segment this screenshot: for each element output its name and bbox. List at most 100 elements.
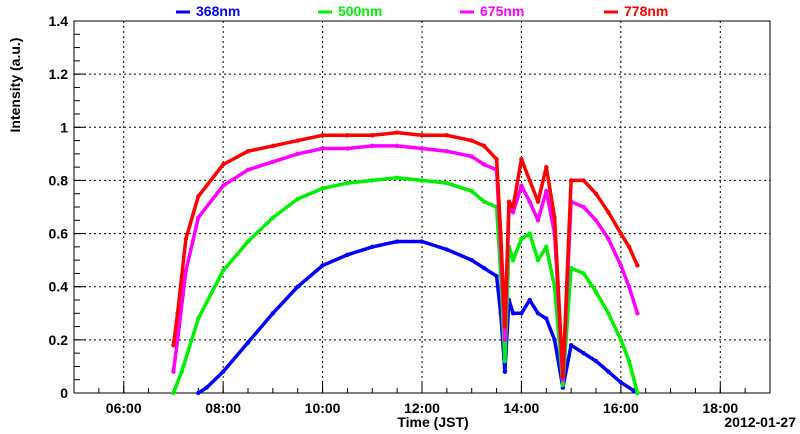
- data-point: [544, 316, 549, 321]
- x-tick-label: 14:00: [504, 400, 540, 416]
- data-point: [175, 311, 180, 316]
- x-tick-label: 16:00: [603, 400, 639, 416]
- data-point: [510, 311, 516, 316]
- data-point: [196, 215, 201, 220]
- data-point: [494, 156, 499, 162]
- data-point: [196, 316, 201, 321]
- data-point: [345, 133, 350, 138]
- data-point: [527, 231, 532, 236]
- data-point: [506, 199, 512, 204]
- data-point: [510, 257, 516, 263]
- data-point: [444, 133, 450, 138]
- data-point: [510, 204, 516, 210]
- data-point: [245, 340, 251, 345]
- data-point: [171, 369, 176, 374]
- legend-label: 675nm: [480, 3, 524, 19]
- data-point: [419, 133, 425, 138]
- data-point: [593, 289, 599, 295]
- data-point: [606, 369, 611, 374]
- data-point: [535, 199, 541, 204]
- data-point: [220, 183, 226, 188]
- data-point: [370, 178, 375, 183]
- data-point: [568, 342, 574, 348]
- data-point: [519, 183, 524, 188]
- data-point: [270, 215, 276, 220]
- data-point: [635, 390, 640, 396]
- data-point: [626, 244, 632, 250]
- data-point: [196, 194, 201, 199]
- data-point: [419, 239, 425, 244]
- data-point: [552, 337, 557, 343]
- data-point: [469, 138, 474, 143]
- data-point: [370, 133, 375, 138]
- x-tick-label: 08:00: [205, 400, 241, 416]
- data-point: [295, 138, 300, 143]
- data-point: [527, 297, 532, 303]
- y-tick-label: 0.6: [49, 226, 69, 242]
- data-point: [295, 151, 300, 157]
- data-point: [581, 350, 586, 356]
- data-point: [552, 215, 557, 220]
- data-point: [581, 271, 586, 276]
- data-point: [220, 162, 226, 167]
- x-tick-label: 12:00: [404, 400, 440, 416]
- data-point: [498, 231, 503, 236]
- data-point: [606, 311, 611, 316]
- data-point: [552, 284, 557, 289]
- data-point: [510, 210, 516, 215]
- data-point: [320, 263, 325, 268]
- data-point: [320, 146, 325, 151]
- data-point: [220, 369, 226, 374]
- data-point: [444, 247, 450, 252]
- data-point: [481, 162, 487, 167]
- data-point: [593, 191, 599, 196]
- data-point: [519, 236, 524, 242]
- data-point: [183, 236, 189, 242]
- data-point: [245, 149, 251, 154]
- data-point: [469, 154, 474, 159]
- data-point: [631, 388, 636, 393]
- data-point: [568, 265, 574, 271]
- x-tick-label: 18:00: [702, 400, 738, 416]
- data-point: [618, 231, 624, 236]
- data-point: [618, 380, 624, 385]
- data-point: [481, 143, 487, 149]
- data-point: [179, 369, 184, 374]
- series-778nm: [171, 130, 640, 380]
- data-point: [444, 149, 450, 154]
- grid: [74, 21, 770, 393]
- data-point: [394, 175, 400, 180]
- data-point: [196, 390, 201, 396]
- data-point: [535, 218, 541, 223]
- data-point: [560, 382, 566, 388]
- data-point: [419, 146, 425, 151]
- data-point: [519, 156, 524, 162]
- data-point: [593, 358, 599, 364]
- data-point: [581, 204, 586, 210]
- data-point: [519, 311, 524, 316]
- data-point: [183, 268, 189, 273]
- data-point: [171, 390, 176, 396]
- data-point: [502, 337, 508, 343]
- axis-ticks: 06:00 08:00 10:00 12:00 14:00 16:00 18:00 0 0.2 0…: [49, 13, 746, 416]
- data-point: [568, 178, 574, 183]
- y-tick-label: 1.4: [49, 13, 69, 29]
- data-point: [345, 146, 350, 151]
- data-point: [527, 199, 532, 204]
- data-point: [370, 244, 375, 250]
- data-point: [481, 265, 487, 271]
- data-point: [481, 199, 487, 204]
- data-point: [345, 180, 350, 186]
- data-point: [394, 130, 400, 135]
- data-point: [270, 143, 276, 149]
- data-point: [535, 311, 541, 316]
- y-tick-label: 0.4: [49, 279, 69, 295]
- y-tick-label: 0: [60, 385, 68, 401]
- data-point: [394, 239, 400, 244]
- data-point: [419, 178, 425, 183]
- data-point: [502, 369, 508, 374]
- data-point: [394, 143, 400, 149]
- data-point: [444, 180, 450, 186]
- data-point: [626, 358, 632, 364]
- legend: 368nm 500nm 675nm 778nm: [176, 3, 668, 19]
